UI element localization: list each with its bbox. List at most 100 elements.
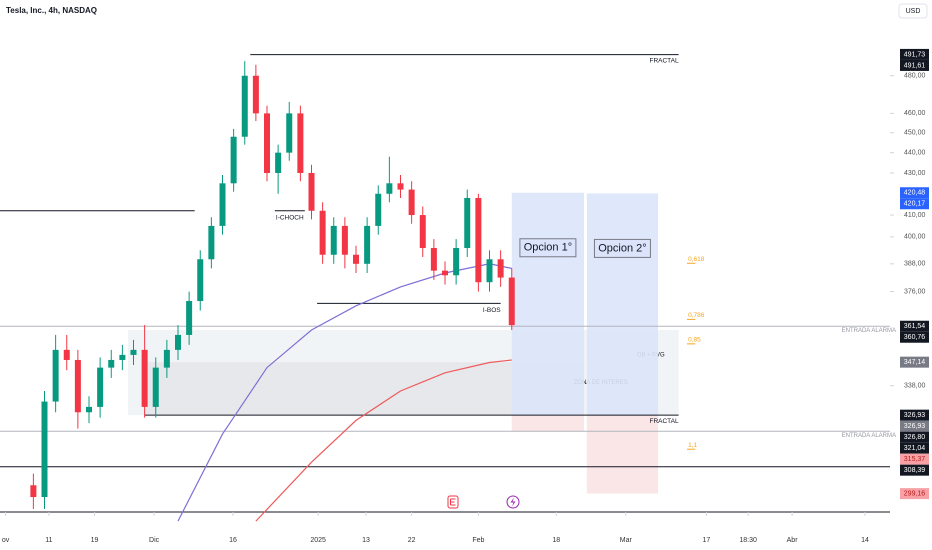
price-label: 326,93 bbox=[904, 423, 926, 430]
candle-body bbox=[141, 349, 148, 407]
y-tick-label: 410,00 bbox=[904, 212, 926, 219]
price-label-box bbox=[900, 331, 929, 343]
price-label: 491,73 bbox=[904, 51, 926, 58]
y-tick-label: 460,00 bbox=[904, 110, 926, 117]
price-label: 420,17 bbox=[904, 201, 926, 208]
x-tick-label: Abr bbox=[787, 537, 799, 544]
y-tick-label: 400,00 bbox=[904, 234, 926, 241]
candle-body bbox=[286, 113, 293, 153]
price-label: 315,37 bbox=[904, 456, 926, 463]
candle-body bbox=[208, 225, 215, 260]
candle-body bbox=[264, 113, 270, 173]
x-tick-label: 16 bbox=[229, 537, 237, 544]
fib-label: 0,618 bbox=[688, 256, 705, 263]
plot-area: OB + FVGZONA DE INTERESOpcion 1°Opcion 2… bbox=[0, 54, 896, 522]
option-label-box bbox=[519, 238, 577, 258]
price-label-box bbox=[900, 48, 929, 60]
option-label: Opcion 1° bbox=[524, 242, 572, 254]
candle-body bbox=[163, 349, 170, 368]
candle-body bbox=[152, 367, 159, 407]
price-label-box bbox=[900, 442, 929, 454]
candle-body bbox=[430, 248, 437, 271]
price-label-box bbox=[900, 420, 929, 432]
price-label: 361,54 bbox=[904, 323, 926, 330]
candle-body bbox=[364, 225, 371, 264]
x-tick-label: 22 bbox=[408, 537, 416, 544]
price-label: 420,48 bbox=[904, 190, 926, 197]
dividend-icon[interactable] bbox=[506, 495, 520, 509]
price-label-box bbox=[900, 59, 929, 71]
candle-body bbox=[119, 354, 126, 360]
candle-body bbox=[353, 254, 359, 264]
candle-body bbox=[475, 197, 482, 283]
y-tick-label: 440,00 bbox=[904, 150, 926, 157]
price-label: 491,61 bbox=[904, 62, 926, 69]
level-label: FRACTAL bbox=[649, 418, 679, 425]
price-label-box bbox=[900, 198, 929, 210]
candle-body bbox=[386, 183, 393, 194]
candle-body bbox=[408, 189, 415, 216]
price-label: 321,04 bbox=[904, 445, 926, 452]
box bbox=[144, 362, 585, 416]
fib-label: 0,85 bbox=[688, 337, 701, 344]
moving-average bbox=[177, 263, 512, 522]
candle-body bbox=[486, 259, 493, 283]
candle-body bbox=[297, 113, 304, 173]
candle-body bbox=[508, 277, 515, 326]
fib-label: 1,1 bbox=[688, 442, 697, 449]
candle-body bbox=[397, 183, 404, 190]
x-tick-label: Dic bbox=[149, 537, 160, 544]
candle-body bbox=[442, 270, 448, 276]
price-label: 308,39 bbox=[904, 467, 926, 474]
level-label: ENTRADA ALARMA bbox=[842, 328, 896, 334]
candle-body bbox=[219, 183, 226, 226]
x-tick-label: 2025 bbox=[310, 537, 326, 544]
box bbox=[511, 415, 585, 432]
y-tick-label: 388,00 bbox=[904, 261, 926, 268]
y-tick-label: 480,00 bbox=[904, 73, 926, 80]
y-tick-label: 338,00 bbox=[904, 383, 926, 390]
price-label: 326,93 bbox=[904, 412, 926, 419]
price-label-box bbox=[900, 187, 929, 199]
chart-title: Tesla, Inc., 4h, NASDAQ bbox=[6, 6, 97, 15]
candle-body bbox=[108, 359, 115, 368]
candle-body bbox=[230, 136, 237, 184]
candle-body bbox=[97, 367, 104, 407]
x-tick-label: Mar bbox=[620, 537, 633, 544]
price-label-box bbox=[900, 488, 929, 500]
box bbox=[511, 192, 585, 416]
option-label: Opcion 2° bbox=[598, 242, 646, 254]
candle-body bbox=[130, 349, 137, 355]
level-label: FRACTAL bbox=[649, 57, 679, 64]
x-tick-label: ov bbox=[2, 537, 10, 544]
candle-body bbox=[186, 301, 193, 335]
x-tick-label: 14 bbox=[861, 537, 869, 544]
price-label-box bbox=[900, 356, 929, 368]
candle-body bbox=[74, 359, 81, 413]
x-tick-label: 13 bbox=[362, 537, 370, 544]
box bbox=[586, 193, 659, 416]
price-label: 326,80 bbox=[904, 434, 926, 441]
x-tick-label: 19 bbox=[91, 537, 99, 544]
fib-label: 0,786 bbox=[688, 312, 705, 319]
currency[interactable]: USD bbox=[906, 8, 921, 15]
price-label: 360,76 bbox=[904, 334, 926, 341]
level-label: I-CHOCH bbox=[276, 214, 304, 221]
price-label-box bbox=[900, 453, 929, 465]
price-label-box bbox=[900, 409, 929, 421]
candle-body bbox=[341, 225, 348, 255]
event-icon[interactable] bbox=[447, 495, 459, 509]
level-label: I-BOS bbox=[483, 307, 501, 314]
option-label-box bbox=[593, 238, 651, 258]
x-tick-label: Feb bbox=[472, 537, 484, 544]
price-label: 347,14 bbox=[904, 359, 926, 366]
candle-body bbox=[63, 349, 70, 360]
candle-body bbox=[330, 225, 337, 255]
candle-body bbox=[275, 152, 282, 173]
candle-body bbox=[319, 210, 326, 255]
box bbox=[586, 415, 659, 494]
currency-button[interactable] bbox=[898, 3, 928, 19]
price-label-box bbox=[900, 431, 929, 443]
